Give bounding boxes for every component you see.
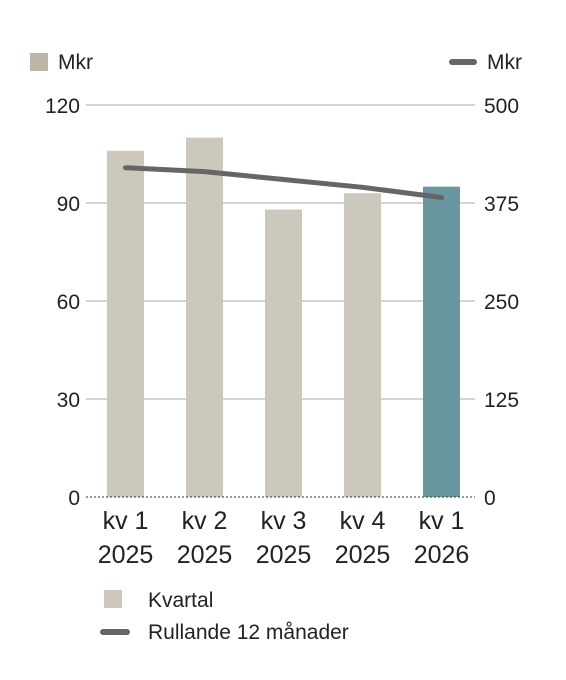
bar: [265, 209, 302, 498]
legend-kvartal-swatch: [104, 590, 122, 608]
y-right-tick-label: 375: [484, 193, 519, 216]
x-tick-label-year: 2025: [98, 541, 154, 569]
x-tick-label-year: 2026: [414, 541, 470, 569]
x-tick-label-quarter: kv 1: [419, 507, 465, 535]
bar: [423, 186, 460, 497]
y-left-tick-labels: 0 30 60 90 120: [45, 95, 80, 510]
rolling-12m-line: [123, 165, 444, 201]
y-left-unit: Mkr: [58, 51, 93, 74]
y-left-tick-label: 90: [57, 193, 80, 216]
y-right-tick-label: 125: [484, 389, 519, 412]
y-left-tick-label: 30: [57, 389, 80, 412]
x-tick-label-quarter: kv 2: [182, 507, 228, 535]
legend-rolling-label: Rullande 12 månader: [148, 621, 349, 644]
line-series: [123, 165, 444, 201]
bar-series: [107, 137, 460, 498]
x-tick-label-year: 2025: [256, 541, 312, 569]
y-right-tick-label: 250: [484, 291, 519, 314]
y-right-tick-label: 0: [484, 487, 496, 510]
bar: [344, 193, 381, 497]
x-tick-label-quarter: kv 3: [261, 507, 307, 535]
y-right-tick-labels: 0 125 250 375 500: [484, 95, 519, 510]
unit-left-swatch: [30, 53, 48, 71]
y-left-tick-label: 120: [45, 95, 80, 118]
y-right-tick-label: 500: [484, 95, 519, 118]
legend-kvartal-label: Kvartal: [148, 589, 213, 612]
bar: [186, 137, 223, 497]
y-left-tick-label: 60: [57, 291, 80, 314]
x-tick-label-quarter: kv 4: [340, 507, 386, 535]
x-tick-label-quarter: kv 1: [103, 507, 149, 535]
y-left-tick-label: 0: [68, 487, 80, 510]
y-right-unit: Mkr: [487, 51, 522, 74]
x-tick-label-year: 2025: [177, 541, 233, 569]
x-tick-labels: kv 1 2025 kv 2 2025 kv 3 2025 kv 4 2025 kv 1 2026: [98, 507, 470, 569]
x-tick-label-year: 2025: [335, 541, 391, 569]
bar: [107, 150, 144, 497]
